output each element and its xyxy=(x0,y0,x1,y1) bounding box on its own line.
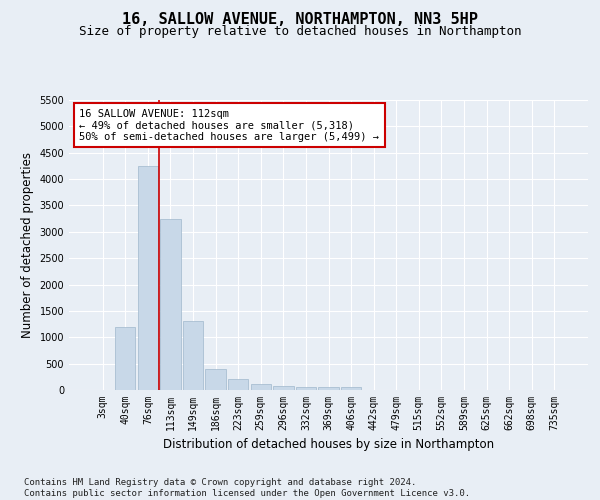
Y-axis label: Number of detached properties: Number of detached properties xyxy=(21,152,34,338)
Text: 16 SALLOW AVENUE: 112sqm
← 49% of detached houses are smaller (5,318)
50% of sem: 16 SALLOW AVENUE: 112sqm ← 49% of detach… xyxy=(79,108,379,142)
Bar xyxy=(138,166,158,390)
Bar xyxy=(251,384,271,390)
Bar xyxy=(205,369,226,390)
Bar xyxy=(183,322,203,390)
Bar xyxy=(160,218,181,390)
Bar xyxy=(341,386,361,390)
Bar xyxy=(115,326,136,390)
Text: 16, SALLOW AVENUE, NORTHAMPTON, NN3 5HP: 16, SALLOW AVENUE, NORTHAMPTON, NN3 5HP xyxy=(122,12,478,28)
Bar xyxy=(273,386,293,390)
Text: Size of property relative to detached houses in Northampton: Size of property relative to detached ho… xyxy=(79,25,521,38)
Text: Contains HM Land Registry data © Crown copyright and database right 2024.
Contai: Contains HM Land Registry data © Crown c… xyxy=(24,478,470,498)
X-axis label: Distribution of detached houses by size in Northampton: Distribution of detached houses by size … xyxy=(163,438,494,452)
Bar xyxy=(296,386,316,390)
Bar xyxy=(228,380,248,390)
Bar xyxy=(319,386,338,390)
